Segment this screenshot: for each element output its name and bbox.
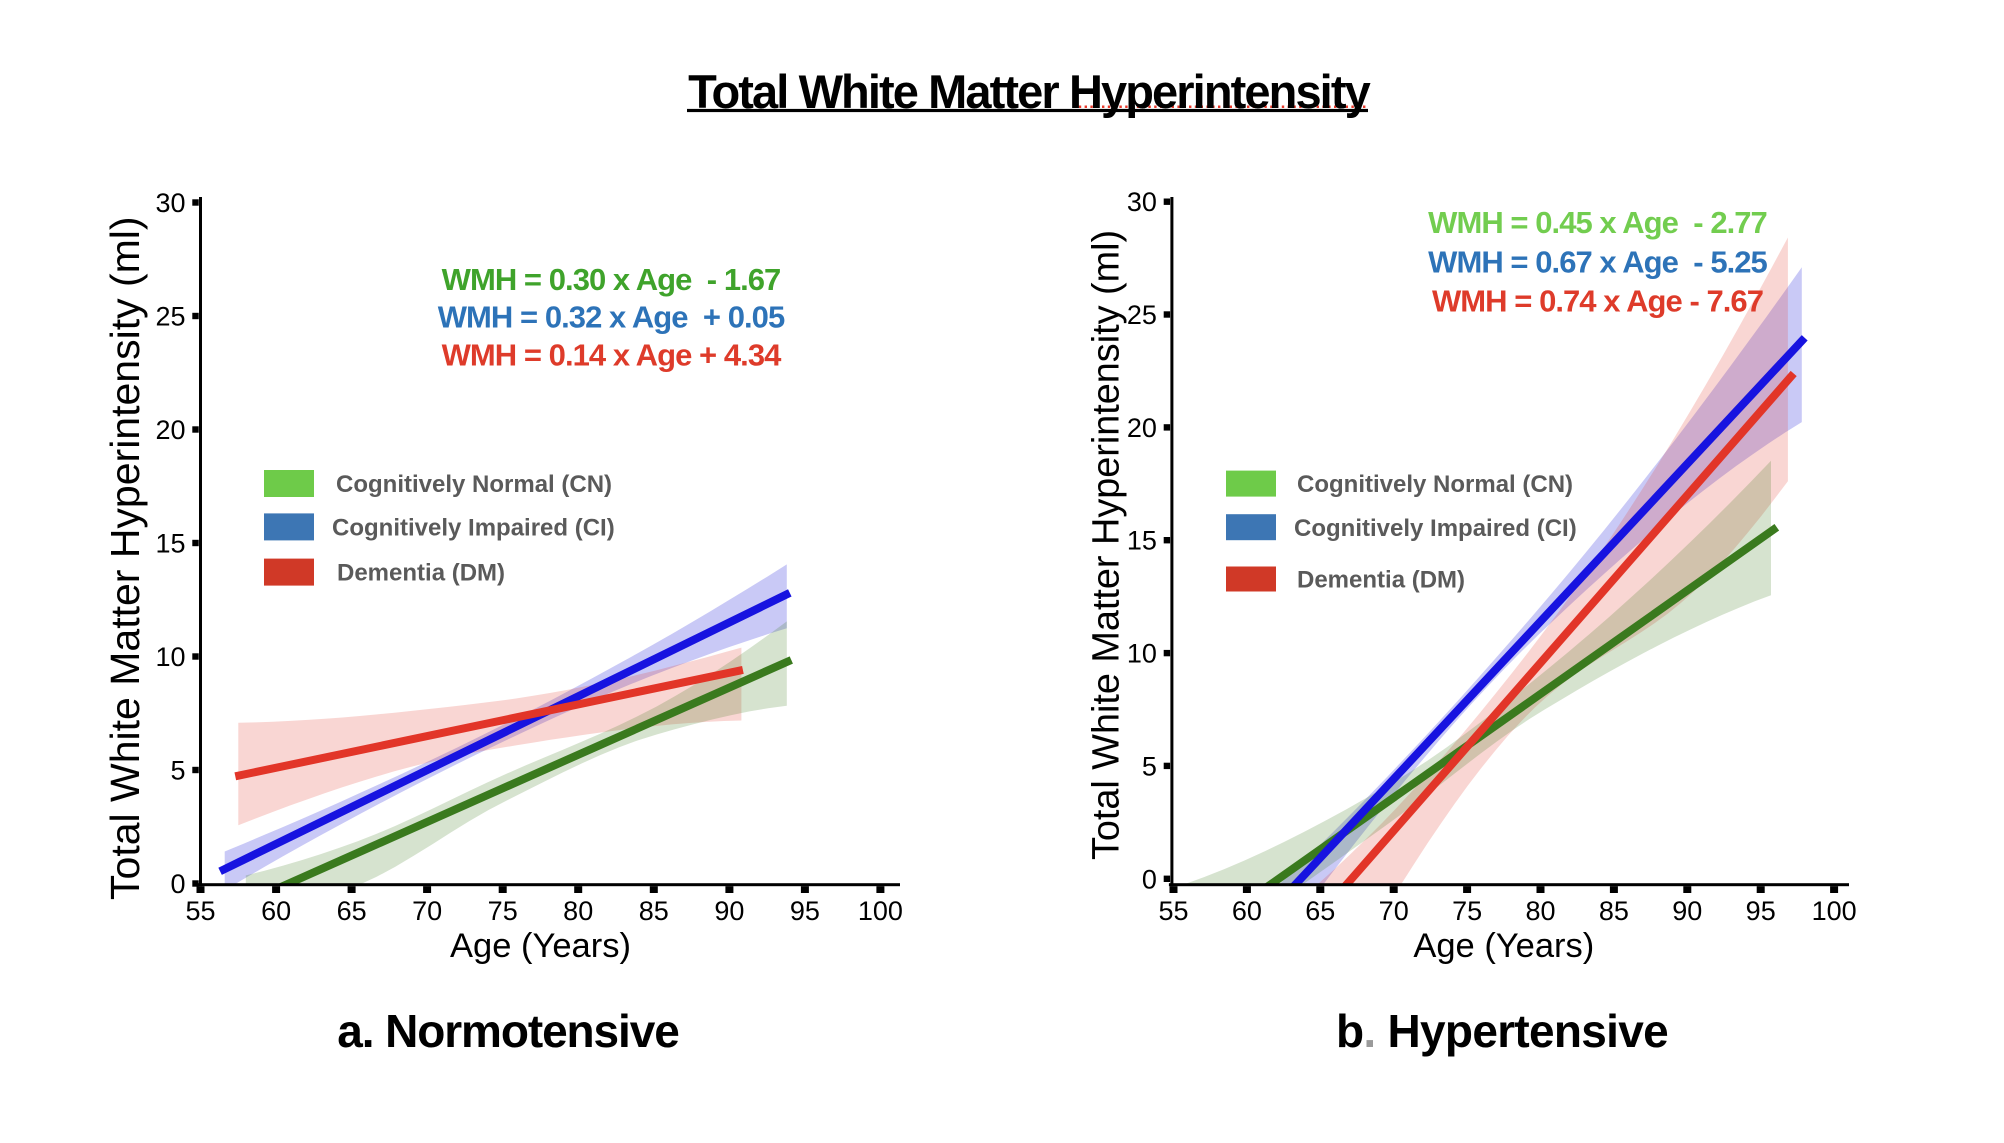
svg-text:WMH = 0.32 x Age + 0.05: WMH = 0.32 x Age + 0.05 [438, 300, 785, 335]
svg-text:65: 65 [337, 896, 367, 926]
svg-text:Age (Years): Age (Years) [450, 927, 631, 965]
svg-text:Total White Matter Hyperintens: Total White Matter Hyperintensity (ml) [1086, 230, 1128, 860]
svg-text:55: 55 [185, 896, 215, 926]
svg-text:WMH = 0.14 x Age + 4.34: WMH = 0.14 x Age + 4.34 [442, 337, 783, 372]
svg-text:Cognitively Normal (CN): Cognitively Normal (CN) [336, 471, 612, 498]
svg-text:100: 100 [1812, 896, 1857, 926]
svg-text:30: 30 [1127, 187, 1157, 217]
svg-text:80: 80 [1525, 896, 1555, 926]
svg-text:a. Normotensive: a. Normotensive [337, 1005, 679, 1057]
svg-text:25: 25 [1127, 300, 1157, 330]
svg-text:25: 25 [155, 301, 185, 331]
svg-text:WMH = 0.30 x Age - 1.67: WMH = 0.30 x Age - 1.67 [442, 262, 781, 297]
svg-text:WMH = 0.45 x Age - 2.77: WMH = 0.45 x Age - 2.77 [1428, 205, 1767, 240]
svg-text:WMH = 0.67 x Age - 5.25: WMH = 0.67 x Age - 5.25 [1428, 245, 1767, 280]
svg-text:Age (Years): Age (Years) [1413, 927, 1594, 965]
svg-text:WMH = 0.74 x Age - 7.67: WMH = 0.74 x Age - 7.67 [1432, 283, 1763, 318]
svg-text:b. Hypertensive: b. Hypertensive [1336, 1005, 1668, 1057]
svg-text:80: 80 [563, 896, 593, 926]
svg-text:0: 0 [1142, 864, 1157, 894]
svg-text:10: 10 [155, 642, 185, 672]
svg-text:15: 15 [155, 528, 185, 558]
svg-text:Cognitively Normal (CN): Cognitively Normal (CN) [1297, 471, 1573, 498]
svg-text:30: 30 [155, 188, 185, 218]
svg-text:20: 20 [155, 415, 185, 445]
svg-text:85: 85 [1599, 896, 1629, 926]
svg-text:70: 70 [412, 896, 442, 926]
svg-text:55: 55 [1158, 896, 1188, 926]
svg-text:Dementia (DM): Dementia (DM) [1297, 567, 1465, 594]
svg-text:75: 75 [1452, 896, 1482, 926]
svg-text:70: 70 [1379, 896, 1409, 926]
svg-text:65: 65 [1305, 896, 1335, 926]
svg-text:95: 95 [790, 896, 820, 926]
svg-text:5: 5 [1142, 751, 1157, 781]
svg-text:Dementia (DM): Dementia (DM) [337, 560, 505, 587]
svg-text:Cognitively Impaired (CI): Cognitively Impaired (CI) [332, 515, 615, 542]
svg-text:60: 60 [261, 896, 291, 926]
svg-text:85: 85 [639, 896, 669, 926]
svg-text:90: 90 [1672, 896, 1702, 926]
svg-text:75: 75 [488, 896, 518, 926]
svg-text:100: 100 [858, 896, 903, 926]
svg-text:10: 10 [1127, 639, 1157, 669]
svg-text:20: 20 [1127, 413, 1157, 443]
svg-text:95: 95 [1746, 896, 1776, 926]
svg-text:90: 90 [714, 896, 744, 926]
svg-text:Total White Matter Hyperintens: Total White Matter Hyperintensity (ml) [102, 216, 148, 900]
svg-text:60: 60 [1232, 896, 1262, 926]
svg-text:0: 0 [170, 869, 185, 899]
svg-text:5: 5 [170, 755, 185, 785]
svg-text:Cognitively Impaired (CI): Cognitively Impaired (CI) [1294, 515, 1577, 542]
svg-text:Total White Matter Hyperintens: Total White Matter Hyperintensity [688, 65, 1370, 118]
svg-text:15: 15 [1127, 526, 1157, 556]
